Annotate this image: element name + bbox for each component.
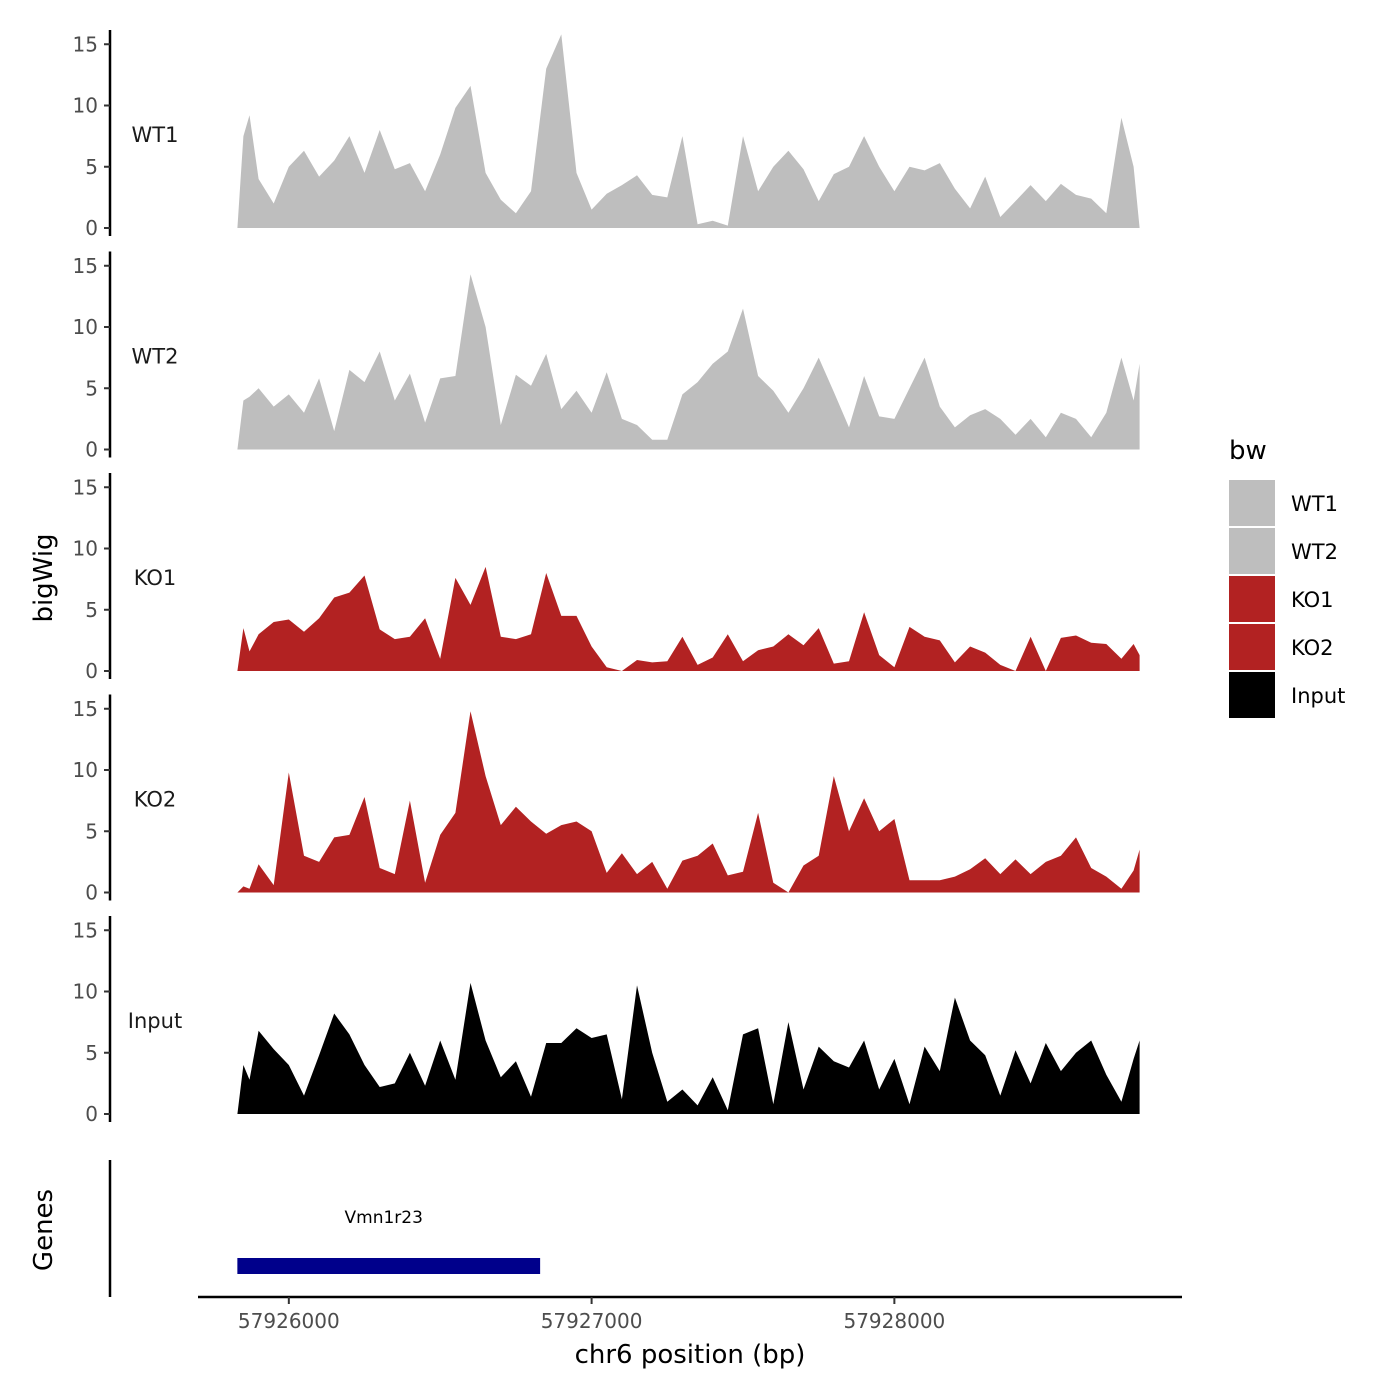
y-tick-label: 15: [73, 32, 98, 56]
y-axis-title: bigWig: [29, 533, 59, 622]
legend-label-wt1: WT1: [1291, 492, 1338, 516]
y-tick-label: 5: [85, 376, 98, 400]
legend-label-wt2: WT2: [1291, 540, 1338, 564]
y-tick-label: 15: [73, 475, 98, 499]
y-tick-label: 10: [73, 758, 98, 782]
genes-axis-title: Genes: [29, 1189, 59, 1271]
y-tick-label: 5: [85, 819, 98, 843]
track-ko1: 0 5 10 15 KO1: [73, 473, 1140, 683]
x-tick-label: 57927000: [541, 1309, 643, 1333]
track-panels: 0 5 10 15 WT1 0 5 10 15 WT2 0 5 10 15 KO1 0 5 10 15 KO2 0 5 10…: [73, 30, 1140, 1126]
legend-label-input: Input: [1291, 684, 1345, 708]
track-label-ko2: KO2: [134, 788, 177, 812]
track-input: 0 5 10 15 Input: [73, 916, 1140, 1126]
legend-swatch-ko2: [1229, 624, 1275, 670]
track-ko2: 0 5 10 15 KO2: [73, 694, 1140, 905]
y-tick-label: 10: [73, 94, 98, 118]
legend-title: bw: [1229, 436, 1267, 466]
track-wt1: 0 5 10 15 WT1: [73, 30, 1140, 240]
legend: bw WT1 WT2 KO1 KO2 Input: [1229, 436, 1345, 718]
y-tick-label: 10: [73, 537, 98, 561]
track-label-wt2: WT2: [132, 345, 179, 369]
legend-label-ko1: KO1: [1291, 588, 1334, 612]
genes-panel: Vmn1r23: [108, 1160, 541, 1297]
area-input: [237, 982, 1140, 1114]
x-tick-label: 57926000: [238, 1309, 340, 1333]
area-wt2: [237, 274, 1140, 450]
y-tick-label: 10: [73, 980, 98, 1004]
y-tick-label: 5: [85, 1041, 98, 1065]
track-label-input: Input: [128, 1009, 182, 1033]
x-axis: 57926000 57927000 57928000: [198, 1295, 1182, 1333]
y-tick-label: 0: [85, 216, 98, 240]
y-tick-label: 0: [85, 659, 98, 683]
x-axis-title: chr6 position (bp): [575, 1340, 806, 1370]
y-tick-label: 10: [73, 315, 98, 339]
area-ko2: [237, 711, 1140, 893]
y-tick-label: 15: [73, 697, 98, 721]
track-label-ko1: KO1: [134, 566, 177, 590]
legend-label-ko2: KO2: [1291, 636, 1334, 660]
legend-swatch-wt2: [1229, 528, 1275, 574]
legend-swatch-input: [1229, 672, 1275, 718]
y-tick-label: 0: [85, 438, 98, 462]
area-wt1: [237, 34, 1140, 229]
legend-swatch-wt1: [1229, 480, 1275, 526]
track-wt2: 0 5 10 15 WT2: [73, 251, 1140, 462]
y-tick-label: 0: [85, 1102, 98, 1126]
gene-label: Vmn1r23: [345, 1208, 423, 1228]
gene-bar: [237, 1258, 541, 1274]
y-tick-label: 5: [85, 598, 98, 622]
track-label-wt1: WT1: [132, 123, 179, 147]
y-tick-label: 5: [85, 155, 98, 179]
legend-swatch-ko1: [1229, 576, 1275, 622]
area-ko1: [237, 566, 1140, 671]
y-tick-label: 0: [85, 881, 98, 905]
y-tick-label: 15: [73, 918, 98, 942]
x-tick-label: 57928000: [843, 1309, 945, 1333]
y-tick-label: 15: [73, 254, 98, 278]
